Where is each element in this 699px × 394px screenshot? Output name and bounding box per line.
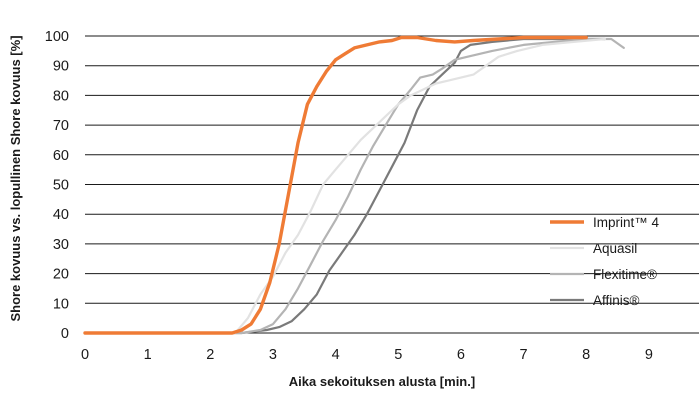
legend-item: Affinis® — [550, 293, 640, 308]
y-tick-label: 30 — [53, 237, 69, 253]
x-tick-label: 8 — [582, 347, 590, 363]
x-tick-label: 5 — [394, 347, 402, 363]
x-tick-label: 7 — [520, 347, 528, 363]
y-tick-label: 40 — [53, 207, 69, 223]
x-tick-labels: 0 1 2 3 4 5 6 7 8 9 — [81, 347, 653, 363]
legend-item: Imprint™ 4 — [550, 215, 660, 230]
legend-label: Affinis® — [593, 293, 640, 308]
series-line-3 — [83, 35, 588, 335]
x-tick-label: 0 — [81, 347, 89, 363]
y-tick-labels: 0 10 20 30 40 50 60 70 80 90 100 — [45, 29, 69, 342]
legend: Imprint™ 4 Aquasil Flexitime® Affinis® — [550, 215, 660, 308]
series-line-1 — [83, 37, 625, 335]
x-axis-title: Aika sekoituksen alusta [min.] — [289, 374, 475, 389]
x-tick-label: 6 — [457, 347, 465, 363]
series-lines — [83, 35, 625, 335]
x-tick-label: 9 — [645, 347, 653, 363]
x-tick-label: 2 — [206, 347, 214, 363]
y-tick-label: 100 — [45, 29, 69, 45]
legend-label: Flexitime® — [593, 267, 657, 282]
series-line-2 — [83, 37, 607, 335]
y-tick-label: 80 — [53, 88, 69, 104]
legend-item: Aquasil — [550, 241, 637, 256]
y-tick-label: 50 — [53, 178, 69, 194]
y-tick-label: 90 — [53, 59, 69, 75]
y-tick-label: 70 — [53, 118, 69, 134]
legend-item: Flexitime® — [550, 267, 657, 282]
legend-label: Imprint™ 4 — [593, 215, 660, 230]
y-tick-label: 0 — [61, 326, 69, 342]
x-tick-label: 1 — [144, 347, 152, 363]
x-tick-label: 3 — [269, 347, 277, 363]
y-tick-label: 20 — [53, 267, 69, 283]
grid-lines — [85, 35, 699, 334]
y-axis-title: Shore kovuus vs. lopullinen Shore kovuus… — [8, 35, 23, 321]
y-tick-label: 10 — [53, 296, 69, 312]
legend-label: Aquasil — [593, 241, 637, 256]
y-tick-label: 60 — [53, 148, 69, 164]
x-tick-label: 4 — [332, 347, 340, 363]
series-line-0 — [83, 37, 607, 335]
